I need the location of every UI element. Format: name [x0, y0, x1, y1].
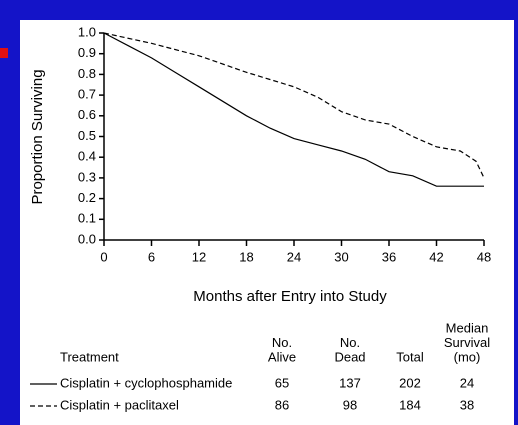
table-cell: 86 [275, 397, 289, 412]
y-tick-label: 0.5 [78, 128, 96, 143]
y-axis-label: Proportion Surviving [29, 69, 46, 204]
x-tick-label: 42 [429, 249, 443, 264]
x-tick-label: 36 [382, 249, 396, 264]
legend-label: Cisplatin + paclitaxel [60, 397, 179, 412]
x-tick-label: 24 [287, 249, 301, 264]
table-cell: 137 [339, 375, 361, 390]
y-tick-label: 0.8 [78, 66, 96, 81]
survival-curve [103, 32, 484, 187]
y-tick-label: 0.7 [78, 87, 96, 102]
table-header: Dead [334, 349, 365, 364]
table-header: Alive [268, 349, 296, 364]
table-cell: 202 [399, 375, 421, 390]
x-tick-label: 0 [100, 249, 107, 264]
x-axis-label: Months after Entry into Study [193, 288, 387, 305]
x-tick-label: 12 [192, 249, 206, 264]
table-cell: 184 [399, 397, 421, 412]
y-tick-label: 1.0 [78, 24, 96, 39]
table-header: Survival [444, 335, 490, 350]
y-tick-label: 0.2 [78, 190, 96, 205]
y-tick-label: 0.1 [78, 211, 96, 226]
x-tick-label: 18 [239, 249, 253, 264]
y-tick-label: 0.3 [78, 169, 96, 184]
table-header: Treatment [60, 349, 119, 364]
y-tick-label: 0.9 [78, 45, 96, 60]
panel [20, 20, 514, 425]
table-header: (mo) [454, 349, 481, 364]
table-cell: 24 [460, 375, 474, 390]
accent [0, 48, 8, 58]
table-cell: 98 [343, 397, 357, 412]
x-tick-label: 6 [148, 249, 155, 264]
y-tick-label: 0.4 [78, 149, 96, 164]
table-header: No. [272, 335, 292, 350]
survival-curve [103, 32, 485, 179]
table-header: No. [340, 335, 360, 350]
legend-label: Cisplatin + cyclophosphamide [60, 375, 232, 390]
table-cell: 38 [460, 397, 474, 412]
y-tick-label: 0.6 [78, 107, 96, 122]
x-tick-label: 48 [477, 249, 491, 264]
table-cell: 65 [275, 375, 289, 390]
table-header: Total [396, 349, 424, 364]
table-header: Median [446, 320, 489, 335]
x-tick-label: 30 [334, 249, 348, 264]
y-tick-label: 0.0 [78, 231, 96, 246]
